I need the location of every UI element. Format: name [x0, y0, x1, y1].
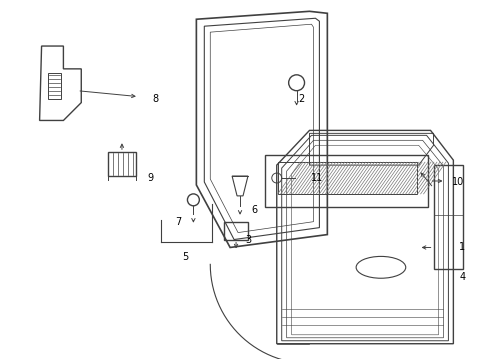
Text: 7: 7	[175, 217, 181, 227]
Bar	[108, 152, 136, 176]
Text: 8: 8	[152, 94, 159, 104]
Bar	[277, 162, 416, 194]
Text: 11: 11	[311, 173, 323, 183]
Text: 3: 3	[244, 234, 250, 244]
Text: 2: 2	[298, 94, 304, 104]
Text: 10: 10	[451, 177, 464, 187]
Text: 6: 6	[251, 205, 258, 215]
Text: 9: 9	[147, 173, 154, 183]
Text: 1: 1	[458, 243, 465, 252]
Text: 5: 5	[182, 252, 188, 262]
Bar	[224, 222, 247, 239]
Bar	[264, 155, 427, 207]
Text: 4: 4	[458, 272, 465, 282]
Bar	[433, 165, 462, 269]
Bar	[277, 162, 416, 194]
